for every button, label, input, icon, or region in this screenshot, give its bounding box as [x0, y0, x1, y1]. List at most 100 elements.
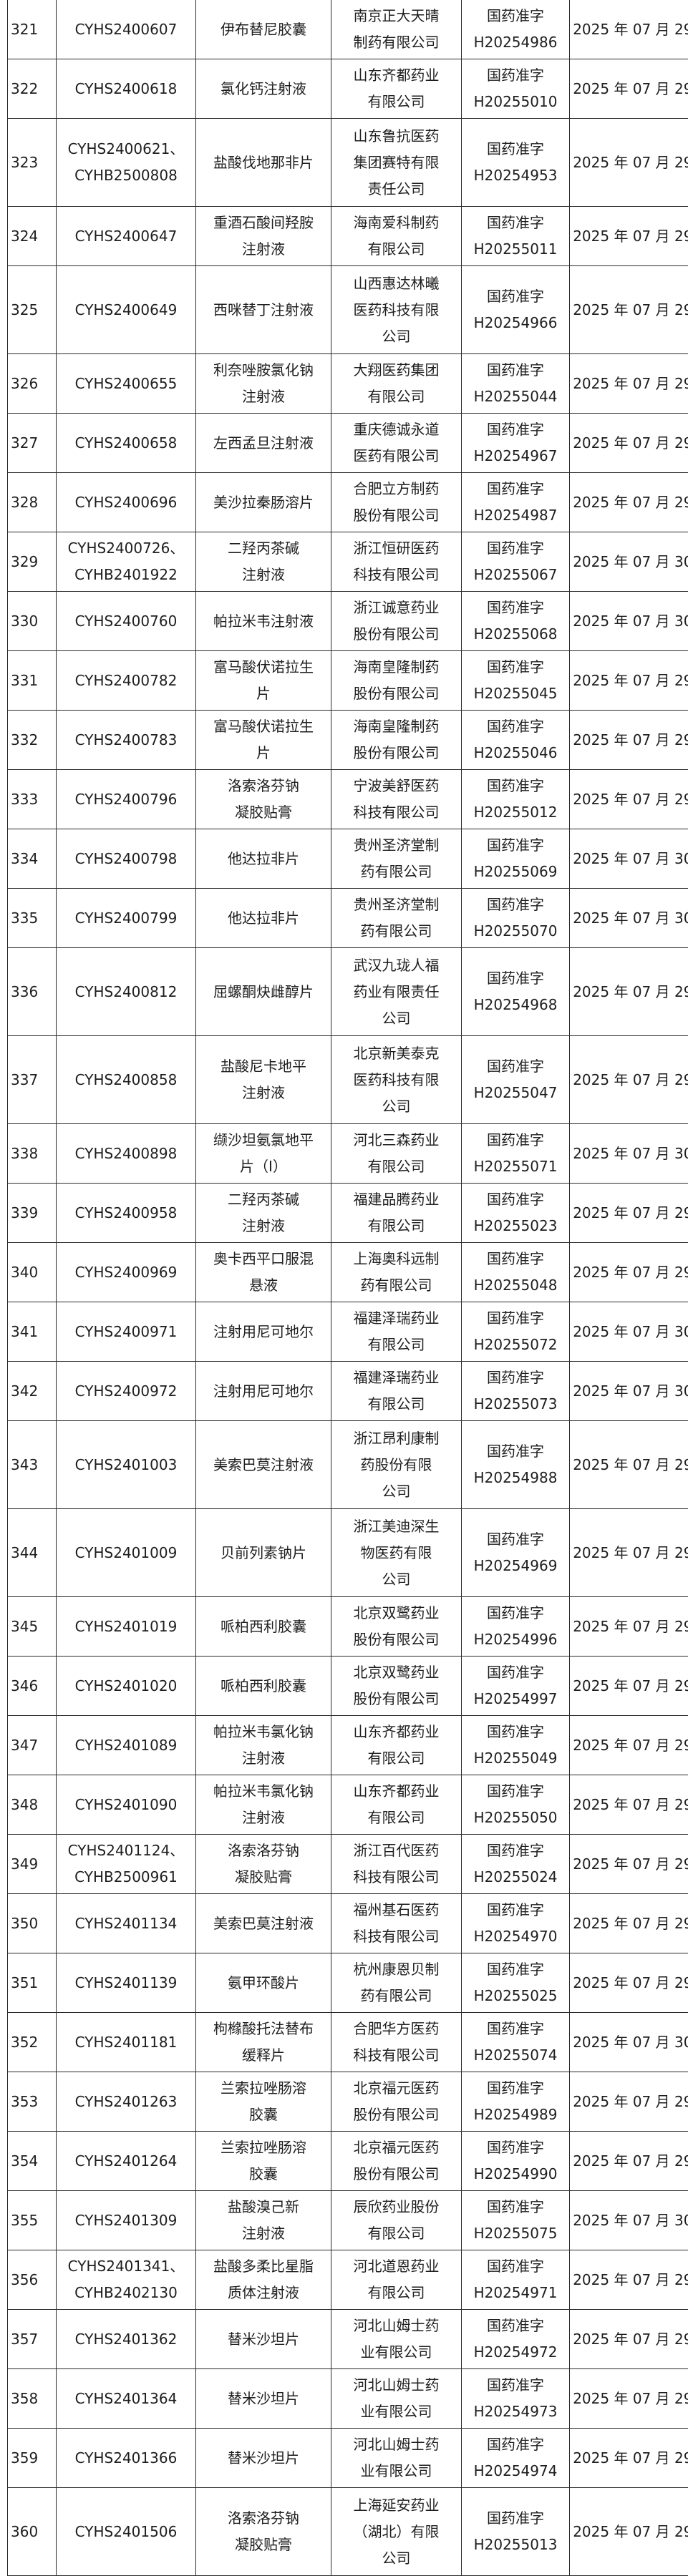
- company-name-cell: 贵州圣济堂制 药有限公司: [331, 888, 462, 948]
- company-name-cell: 北京福元医药 股份有限公司: [331, 2131, 462, 2191]
- company-name-cell: 宁波美舒医药 科技有限公司: [331, 769, 462, 829]
- approval-date-cell: 2025 年 07 月 29 日: [569, 413, 688, 473]
- approval-number-cell: 国药准字 H20255046: [461, 710, 570, 770]
- drug-name-cell: 枸橼酸托法替布 缓释片: [195, 2012, 331, 2072]
- approval-date-cell: 2025 年 07 月 29 日: [569, 1242, 688, 1302]
- acceptance-code-cell: CYHS2401089: [56, 1715, 196, 1775]
- table-row: 331 CYHS2400782 富马酸伏诺拉生 片海南皇隆制药 股份有限公司 国药准字…: [7, 650, 688, 711]
- company-name-cell: 辰欣药业股份 有限公司: [331, 2190, 462, 2250]
- drug-name-cell: 哌柏西利胶囊: [195, 1596, 331, 1657]
- company-name-cell: 上海延安药业 （湖北）有限 公司: [331, 2487, 462, 2576]
- approval-number-cell: 国药准字 H20254953: [461, 118, 570, 207]
- approval-number-cell: 国药准字 H20255072: [461, 1302, 570, 1362]
- company-name-cell: 福建品腾药业 有限公司: [331, 1183, 462, 1243]
- table-row: 325 CYHS2400649 西咪替丁注射液 山西惠达林曦 医药科技有限 公司 国药准…: [7, 265, 688, 354]
- acceptance-code-cell: CYHS2400696: [56, 472, 196, 532]
- drug-name-cell: 伊布替尼胶囊: [195, 0, 331, 59]
- approval-date-cell: 2025 年 07 月 29 日: [569, 206, 688, 266]
- drug-name-cell: 氯化钙注射液: [195, 59, 331, 119]
- approval-date-cell: 2025 年 07 月 29 日: [569, 2309, 688, 2369]
- acceptance-code-cell: CYHS2401264: [56, 2131, 196, 2191]
- row-number-cell: 336: [7, 947, 57, 1036]
- company-name-cell: 浙江恒研医药 科技有限公司: [331, 532, 462, 592]
- approval-date-cell: 2025 年 07 月 29 日: [569, 265, 688, 354]
- table-row: 333 CYHS2400796 洛索洛芬钠 凝胶贴膏 宁波美舒医药 科技有限公司 国药准…: [7, 769, 688, 829]
- table-row: 354 CYHS2401264 兰索拉唑肠溶 胶囊 北京福元医药 股份有限公司 国药准字…: [7, 2131, 688, 2191]
- row-number-cell: 339: [7, 1183, 57, 1243]
- approval-number-cell: 国药准字 H20254989: [461, 2072, 570, 2132]
- company-name-cell: 河北山姆士药 业有限公司: [331, 2309, 462, 2369]
- table-body: 321 CYHS2400607 伊布替尼胶囊 南京正大天晴 制药有限公司 国药准字 H2…: [7, 0, 688, 2576]
- acceptance-code-cell: CYHS2401181: [56, 2012, 196, 2072]
- table-row: 360 CYHS2401506 洛索洛芬钠 凝胶贴膏 上海延安药业 （湖北）有限 公司…: [7, 2487, 688, 2576]
- approval-number-cell: 国药准字 H20255047: [461, 1035, 570, 1124]
- acceptance-code-cell: CYHS2400798: [56, 829, 196, 889]
- acceptance-code-cell: CYHS2400658: [56, 413, 196, 473]
- drug-name-cell: 洛索洛芬钠 凝胶贴膏: [195, 769, 331, 829]
- approval-date-cell: 2025 年 07 月 30 日: [569, 829, 688, 889]
- company-name-cell: 山东齐都药业 有限公司: [331, 59, 462, 119]
- approval-number-cell: 国药准字 H20254967: [461, 413, 570, 473]
- company-name-cell: 合肥华方医药 科技有限公司: [331, 2012, 462, 2072]
- acceptance-code-cell: CYHS2401124、 CYHB2500961: [56, 1834, 196, 1894]
- approval-number-cell: 国药准字 H20255073: [461, 1361, 570, 1421]
- row-number-cell: 354: [7, 2131, 57, 2191]
- acceptance-code-cell: CYHS2400858: [56, 1035, 196, 1124]
- row-number-cell: 334: [7, 829, 57, 889]
- approval-date-cell: 2025 年 07 月 30 日: [569, 591, 688, 651]
- table-row: 344 CYHS2401009 贝前列素钠片 浙江美迪深生 物医药有限 公司 国药准字 …: [7, 1508, 688, 1597]
- company-name-cell: 大翔医药集团 有限公司: [331, 353, 462, 414]
- approval-number-cell: 国药准字 H20255050: [461, 1775, 570, 1835]
- acceptance-code-cell: CYHS2401009: [56, 1508, 196, 1597]
- table-row: 324 CYHS2400647 重酒石酸间羟胺 注射液 海南爱科制药 有限公司 国药准字…: [7, 206, 688, 266]
- approval-date-cell: 2025 年 07 月 29 日: [569, 710, 688, 770]
- acceptance-code-cell: CYHS2400958: [56, 1183, 196, 1243]
- approval-number-cell: 国药准字 H20255067: [461, 532, 570, 592]
- company-name-cell: 河北三森药业 有限公司: [331, 1123, 462, 1184]
- drug-name-cell: 西咪替丁注射液: [195, 265, 331, 354]
- table-row: 321 CYHS2400607 伊布替尼胶囊 南京正大天晴 制药有限公司 国药准字 H2…: [7, 0, 688, 59]
- approval-number-cell: 国药准字 H20254988: [461, 1420, 570, 1509]
- approval-date-cell: 2025 年 07 月 29 日: [569, 472, 688, 532]
- company-name-cell: 南京正大天晴 制药有限公司: [331, 0, 462, 59]
- table-row: 352 CYHS2401181 枸橼酸托法替布 缓释片 合肥华方医药 科技有限公司 国药…: [7, 2012, 688, 2072]
- row-number-cell: 359: [7, 2428, 57, 2488]
- acceptance-code-cell: CYHS2400621、 CYHB2500808: [56, 118, 196, 207]
- row-number-cell: 351: [7, 1953, 57, 2013]
- drug-name-cell: 帕拉米韦注射液: [195, 591, 331, 651]
- approval-date-cell: 2025 年 07 月 29 日: [569, 2368, 688, 2429]
- row-number-cell: 341: [7, 1302, 57, 1362]
- approval-date-cell: 2025 年 07 月 29 日: [569, 650, 688, 711]
- company-name-cell: 浙江昂利康制 药股份有限 公司: [331, 1420, 462, 1509]
- company-name-cell: 浙江百代医药 科技有限公司: [331, 1834, 462, 1894]
- row-number-cell: 345: [7, 1596, 57, 1657]
- table-row: 350 CYHS2401134 美索巴莫注射液 福州基石医药 科技有限公司 国药准字 H…: [7, 1893, 688, 1953]
- approval-date-cell: 2025 年 07 月 29 日: [569, 1420, 688, 1509]
- drug-name-cell: 二羟丙茶碱 注射液: [195, 532, 331, 592]
- row-number-cell: 355: [7, 2190, 57, 2250]
- drug-name-cell: 盐酸尼卡地平 注射液: [195, 1035, 331, 1124]
- table-row: 353 CYHS2401263 兰索拉唑肠溶 胶囊 北京福元医药 股份有限公司 国药准字…: [7, 2072, 688, 2132]
- approval-number-cell: 国药准字 H20255071: [461, 1123, 570, 1184]
- approval-number-cell: 国药准字 H20255012: [461, 769, 570, 829]
- acceptance-code-cell: CYHS2400782: [56, 650, 196, 711]
- acceptance-code-cell: CYHS2401134: [56, 1893, 196, 1953]
- acceptance-code-cell: CYHS2401341、 CYHB2402130: [56, 2250, 196, 2310]
- drug-name-cell: 富马酸伏诺拉生 片: [195, 650, 331, 711]
- row-number-cell: 332: [7, 710, 57, 770]
- table-row: 332 CYHS2400783 富马酸伏诺拉生 片海南皇隆制药 股份有限公司 国药准字…: [7, 710, 688, 770]
- row-number-cell: 350: [7, 1893, 57, 1953]
- drug-name-cell: 洛索洛芬钠 凝胶贴膏: [195, 2487, 331, 2576]
- drug-name-cell: 他达拉非片: [195, 829, 331, 889]
- acceptance-code-cell: CYHS2401139: [56, 1953, 196, 2013]
- row-number-cell: 326: [7, 353, 57, 414]
- acceptance-code-cell: CYHS2400618: [56, 59, 196, 119]
- drug-name-cell: 替米沙坦片: [195, 2368, 331, 2429]
- acceptance-code-cell: CYHS2401506: [56, 2487, 196, 2576]
- acceptance-code-cell: CYHS2401090: [56, 1775, 196, 1835]
- approval-number-cell: 国药准字 H20254970: [461, 1893, 570, 1953]
- company-name-cell: 河北山姆士药 业有限公司: [331, 2368, 462, 2429]
- row-number-cell: 344: [7, 1508, 57, 1597]
- company-name-cell: 福建泽瑞药业 有限公司: [331, 1361, 462, 1421]
- table-row: 342 CYHS2400972 注射用尼可地尔 福建泽瑞药业 有限公司 国药准字 H20…: [7, 1361, 688, 1421]
